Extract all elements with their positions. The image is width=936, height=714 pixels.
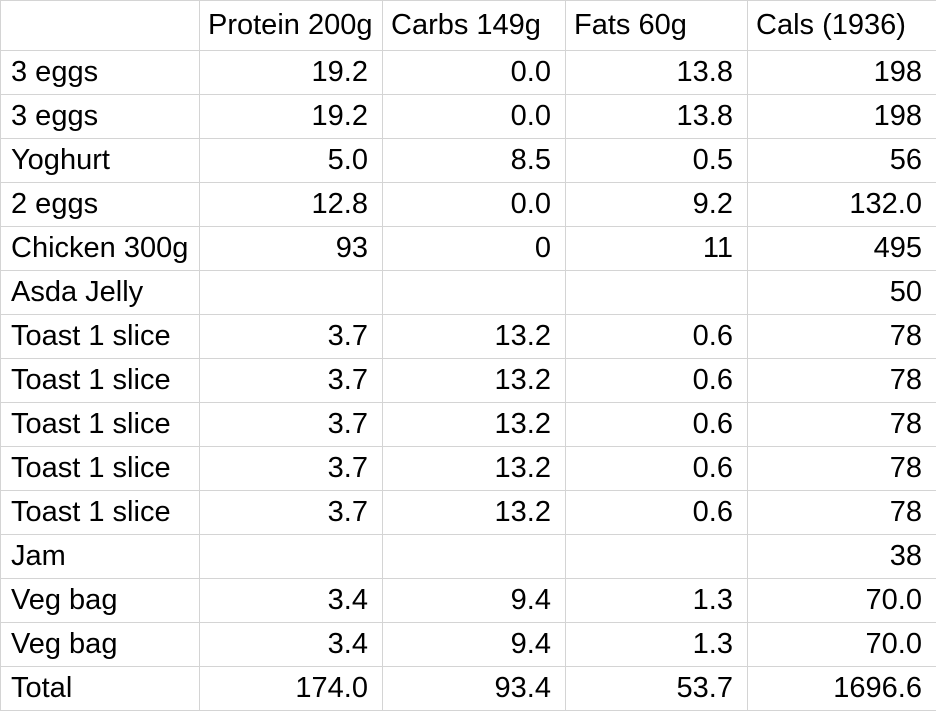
protein-cell[interactable]: 3.4	[199, 622, 383, 667]
item-cell[interactable]: Toast 1 slice	[0, 490, 200, 535]
carbs-cell[interactable]: 0.0	[382, 94, 566, 139]
table-row: Chicken 300g 93 0 11 495	[0, 226, 936, 271]
table-row: Toast 1 slice 3.7 13.2 0.6 78	[0, 446, 936, 491]
protein-cell[interactable]: 3.7	[199, 402, 383, 447]
total-row: Total 174.0 93.4 53.7 1696.6	[0, 666, 936, 711]
item-cell[interactable]: Veg bag	[0, 622, 200, 667]
table-row: Toast 1 slice 3.7 13.2 0.6 78	[0, 314, 936, 359]
header-cell-fats[interactable]: Fats 60g	[565, 0, 748, 51]
carbs-cell[interactable]: 8.5	[382, 138, 566, 183]
table-row: 2 eggs 12.8 0.0 9.2 132.0	[0, 182, 936, 227]
fats-cell[interactable]: 0.6	[565, 358, 748, 403]
cals-cell[interactable]: 78	[747, 402, 936, 447]
cals-cell[interactable]: 70.0	[747, 622, 936, 667]
fats-cell[interactable]	[565, 270, 748, 315]
fats-cell[interactable]: 0.6	[565, 314, 748, 359]
carbs-cell[interactable]: 0	[382, 226, 566, 271]
fats-cell[interactable]: 9.2	[565, 182, 748, 227]
protein-cell[interactable]: 12.8	[199, 182, 383, 227]
table-row: Asda Jelly 50	[0, 270, 936, 315]
protein-cell[interactable]: 3.7	[199, 446, 383, 491]
fats-cell[interactable]: 53.7	[565, 666, 748, 711]
cals-cell[interactable]: 78	[747, 490, 936, 535]
item-cell[interactable]: Yoghurt	[0, 138, 200, 183]
carbs-cell[interactable]: 13.2	[382, 314, 566, 359]
carbs-cell[interactable]: 13.2	[382, 446, 566, 491]
item-cell[interactable]: Chicken 300g	[0, 226, 200, 271]
cals-cell[interactable]: 495	[747, 226, 936, 271]
table-row: Toast 1 slice 3.7 13.2 0.6 78	[0, 358, 936, 403]
carbs-cell[interactable]: 13.2	[382, 490, 566, 535]
carbs-cell[interactable]: 13.2	[382, 358, 566, 403]
table-row: Yoghurt 5.0 8.5 0.5 56	[0, 138, 936, 183]
cals-cell[interactable]: 78	[747, 314, 936, 359]
cals-cell[interactable]: 1696.6	[747, 666, 936, 711]
header-cell-cals[interactable]: Cals (1936)	[747, 0, 936, 51]
carbs-cell[interactable]: 0.0	[382, 182, 566, 227]
fats-cell[interactable]	[565, 534, 748, 579]
fats-cell[interactable]: 0.6	[565, 490, 748, 535]
carbs-cell[interactable]	[382, 270, 566, 315]
fats-cell[interactable]: 1.3	[565, 578, 748, 623]
protein-cell[interactable]	[199, 534, 383, 579]
protein-cell[interactable]: 3.7	[199, 490, 383, 535]
item-cell[interactable]: 3 eggs	[0, 50, 200, 95]
item-cell[interactable]: Veg bag	[0, 578, 200, 623]
carbs-cell[interactable]: 9.4	[382, 622, 566, 667]
fats-cell[interactable]: 11	[565, 226, 748, 271]
carbs-cell[interactable]: 9.4	[382, 578, 566, 623]
table-row: Toast 1 slice 3.7 13.2 0.6 78	[0, 402, 936, 447]
item-cell[interactable]: Toast 1 slice	[0, 314, 200, 359]
item-cell[interactable]: Total	[0, 666, 200, 711]
item-cell[interactable]: Jam	[0, 534, 200, 579]
table-row: Veg bag 3.4 9.4 1.3 70.0	[0, 578, 936, 623]
item-cell[interactable]: 2 eggs	[0, 182, 200, 227]
cals-cell[interactable]: 56	[747, 138, 936, 183]
table-row: Jam 38	[0, 534, 936, 579]
protein-cell[interactable]: 19.2	[199, 50, 383, 95]
cals-cell[interactable]: 50	[747, 270, 936, 315]
table-row: Toast 1 slice 3.7 13.2 0.6 78	[0, 490, 936, 535]
cals-cell[interactable]: 38	[747, 534, 936, 579]
carbs-cell[interactable]: 0.0	[382, 50, 566, 95]
item-cell[interactable]: Toast 1 slice	[0, 402, 200, 447]
cals-cell[interactable]: 78	[747, 446, 936, 491]
table-row: 3 eggs 19.2 0.0 13.8 198	[0, 94, 936, 139]
protein-cell[interactable]: 3.7	[199, 314, 383, 359]
cals-cell[interactable]: 78	[747, 358, 936, 403]
carbs-cell[interactable]: 93.4	[382, 666, 566, 711]
protein-cell[interactable]: 3.7	[199, 358, 383, 403]
protein-cell[interactable]: 5.0	[199, 138, 383, 183]
fats-cell[interactable]: 0.6	[565, 402, 748, 447]
protein-cell[interactable]: 93	[199, 226, 383, 271]
item-cell[interactable]: Toast 1 slice	[0, 358, 200, 403]
cals-cell[interactable]: 70.0	[747, 578, 936, 623]
item-cell[interactable]: Toast 1 slice	[0, 446, 200, 491]
carbs-cell[interactable]: 13.2	[382, 402, 566, 447]
protein-cell[interactable]	[199, 270, 383, 315]
header-row: Protein 200g Carbs 149g Fats 60g Cals (1…	[0, 0, 936, 51]
protein-cell[interactable]: 3.4	[199, 578, 383, 623]
protein-cell[interactable]: 19.2	[199, 94, 383, 139]
cals-cell[interactable]: 198	[747, 94, 936, 139]
item-cell[interactable]: 3 eggs	[0, 94, 200, 139]
fats-cell[interactable]: 1.3	[565, 622, 748, 667]
fats-cell[interactable]: 13.8	[565, 50, 748, 95]
header-cell-protein[interactable]: Protein 200g	[199, 0, 383, 51]
table-row: Veg bag 3.4 9.4 1.3 70.0	[0, 622, 936, 667]
carbs-cell[interactable]	[382, 534, 566, 579]
header-cell-carbs[interactable]: Carbs 149g	[382, 0, 566, 51]
fats-cell[interactable]: 0.6	[565, 446, 748, 491]
fats-cell[interactable]: 0.5	[565, 138, 748, 183]
item-cell[interactable]: Asda Jelly	[0, 270, 200, 315]
cals-cell[interactable]: 132.0	[747, 182, 936, 227]
cals-cell[interactable]: 198	[747, 50, 936, 95]
table-row: 3 eggs 19.2 0.0 13.8 198	[0, 50, 936, 95]
protein-cell[interactable]: 174.0	[199, 666, 383, 711]
fats-cell[interactable]: 13.8	[565, 94, 748, 139]
header-cell-item[interactable]	[0, 0, 200, 51]
